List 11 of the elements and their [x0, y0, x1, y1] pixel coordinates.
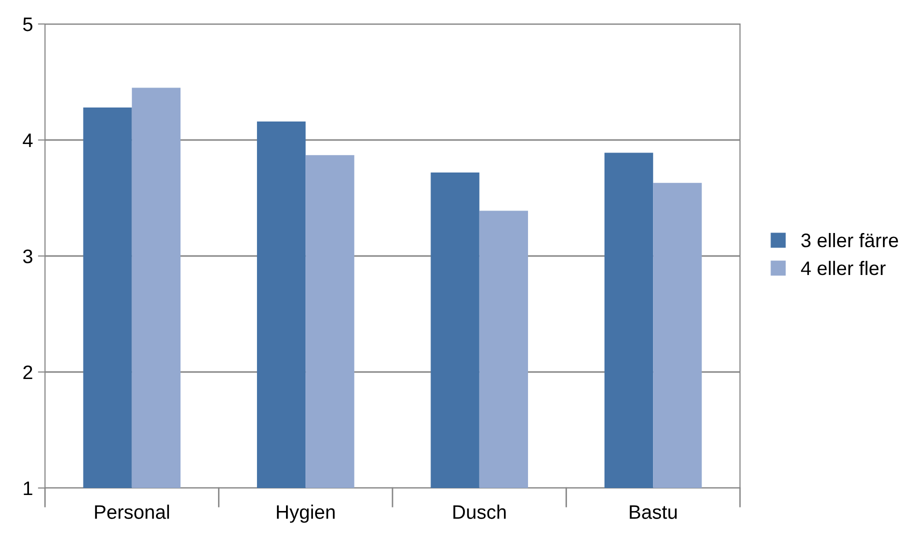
- legend-label: 3 eller färre: [801, 233, 898, 248]
- x-tick-label: Personal: [95, 504, 169, 519]
- y-tick-label: 3: [23, 249, 32, 264]
- y-tick-label: 2: [23, 365, 32, 380]
- y-tick-label: 5: [23, 18, 32, 32]
- legend-label: 4 eller fler: [801, 260, 886, 276]
- x-tick-label: Dusch: [453, 504, 506, 519]
- y-tick-label: 1: [24, 482, 32, 496]
- x-tick-label: Bastu: [630, 505, 677, 519]
- x-tick-label: Hygien: [276, 504, 335, 523]
- y-tick-label: 4: [22, 134, 33, 148]
